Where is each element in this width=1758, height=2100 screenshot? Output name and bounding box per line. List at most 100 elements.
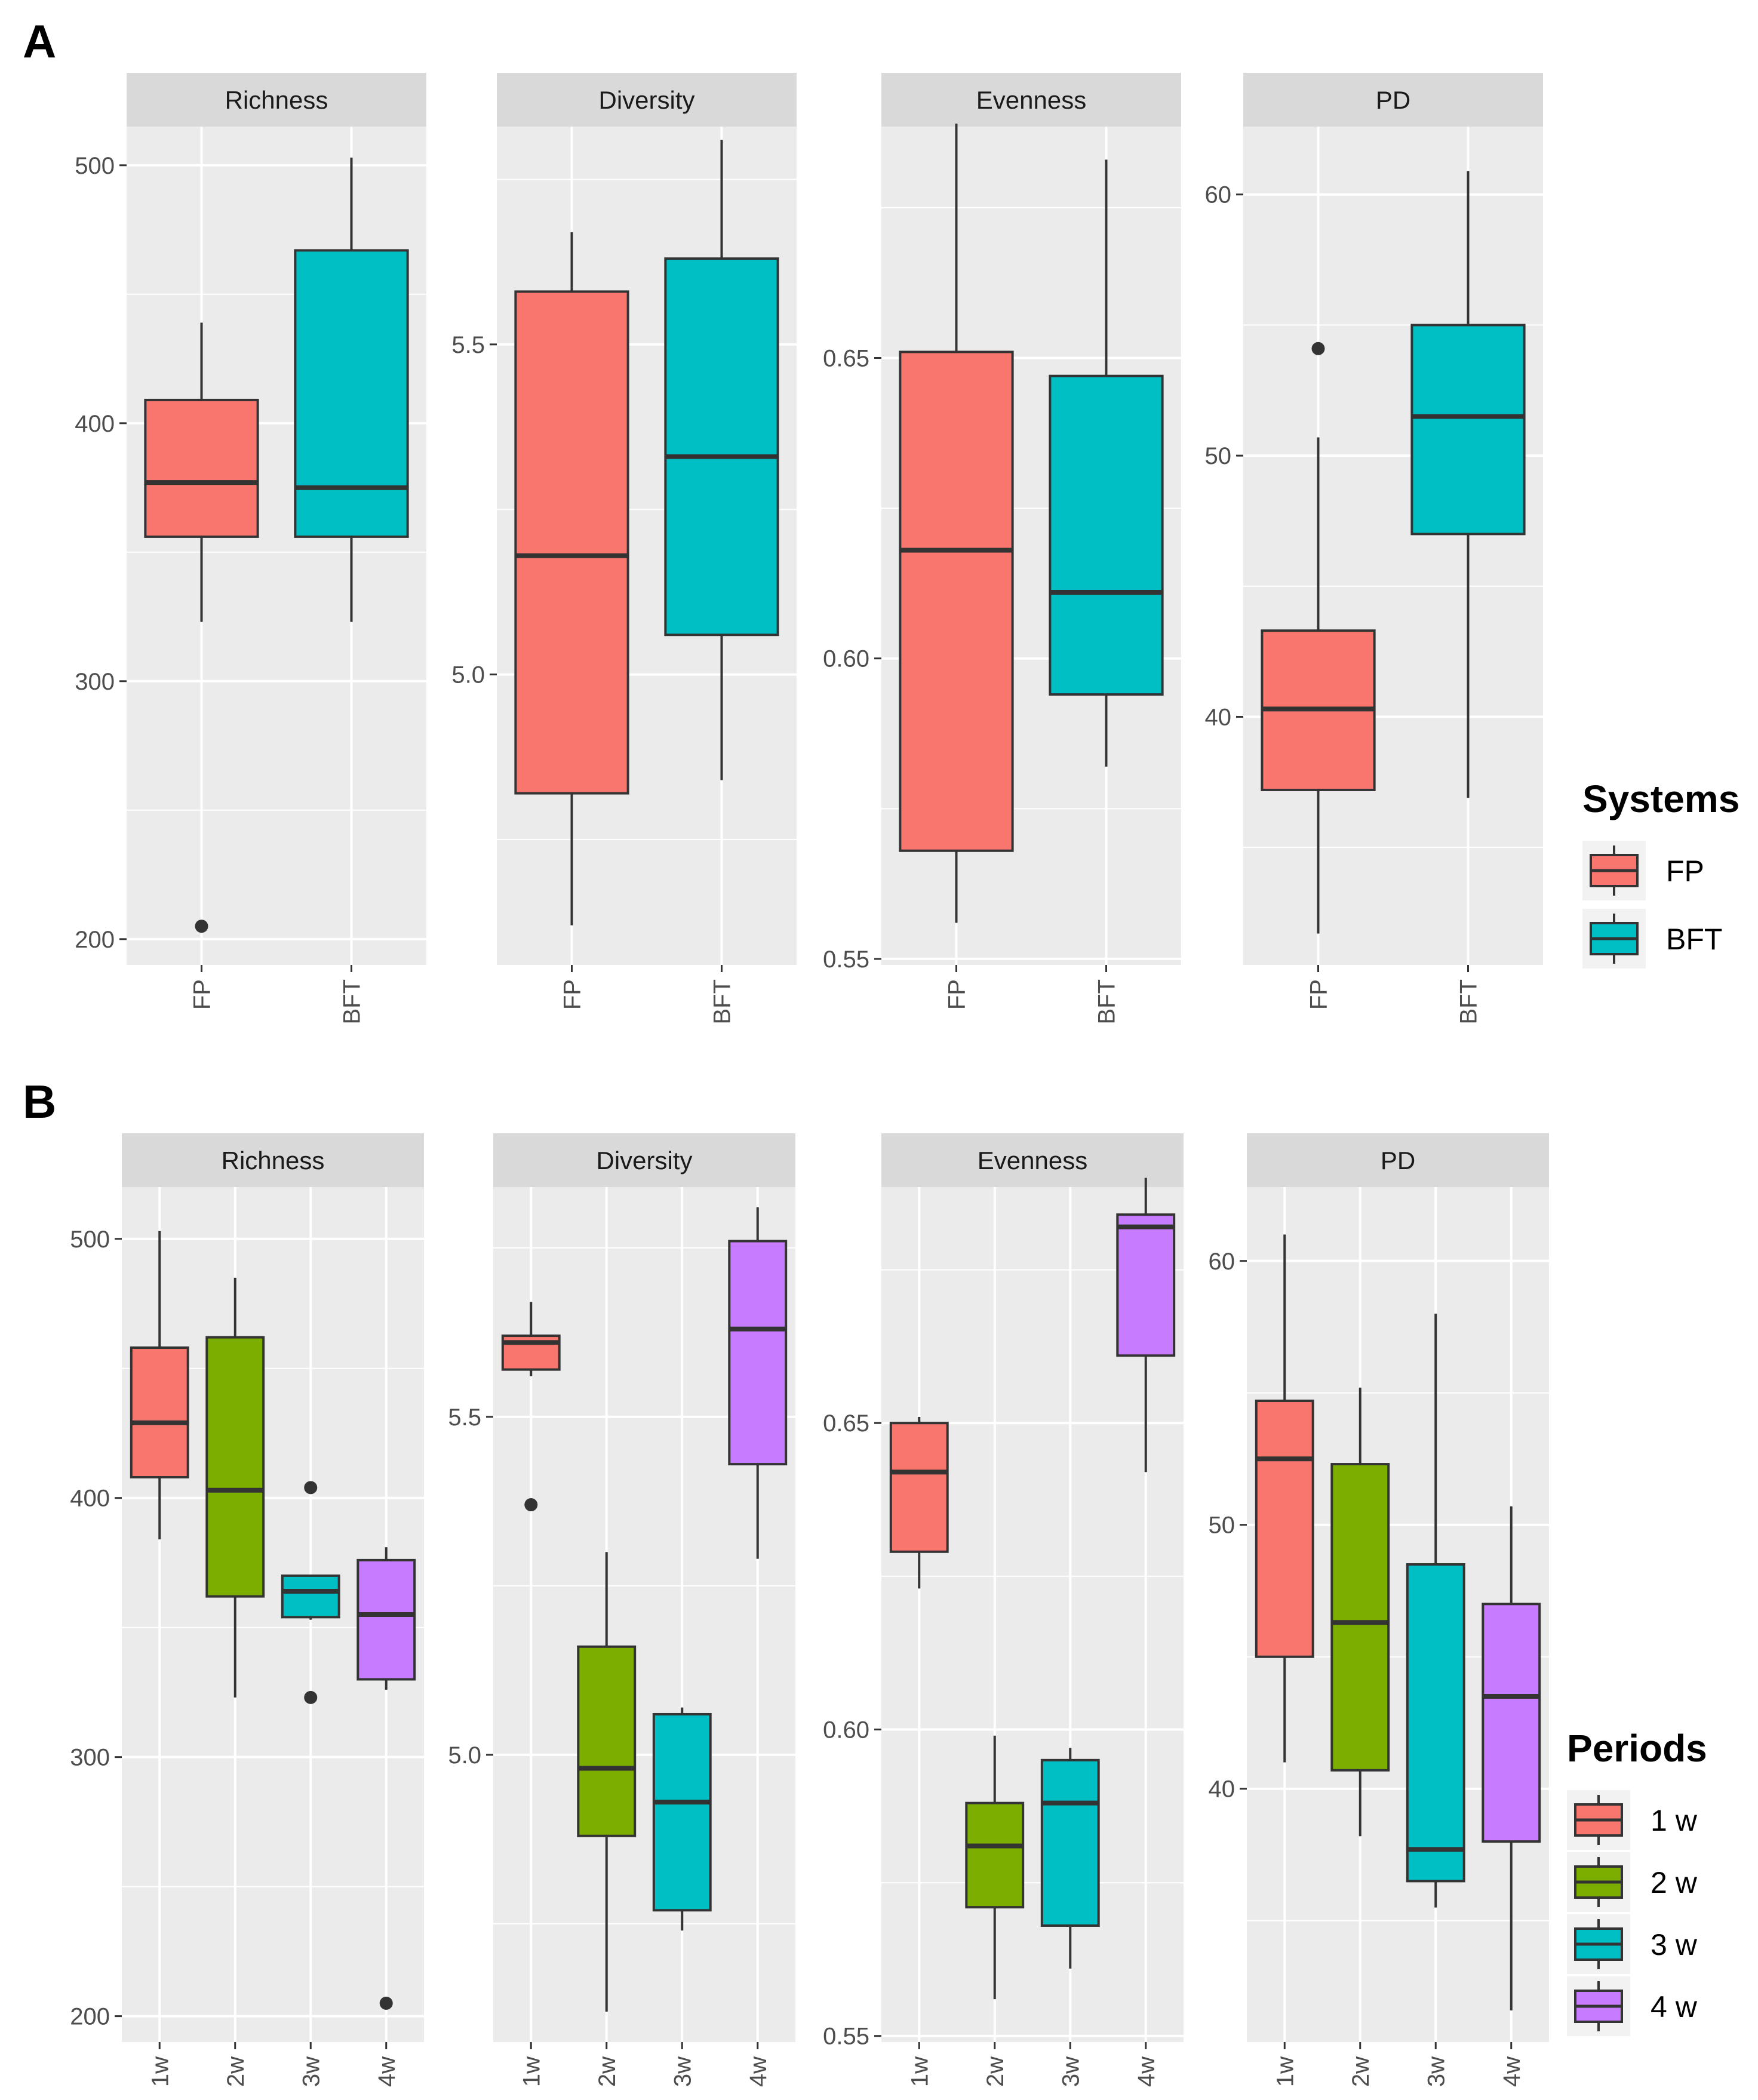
y-tick-label: 40 bbox=[1209, 1776, 1235, 1803]
y-tick-label: 50 bbox=[1205, 443, 1232, 469]
facet-title: Evenness bbox=[976, 86, 1086, 114]
x-tick-label: 3w bbox=[669, 2056, 696, 2087]
box-bft bbox=[294, 157, 409, 622]
facet-title: Evenness bbox=[978, 1146, 1087, 1174]
outlier-point bbox=[304, 1690, 318, 1704]
box-2w bbox=[1330, 1387, 1390, 1837]
facet-title: Richness bbox=[222, 1146, 325, 1174]
facet-title: Richness bbox=[225, 86, 328, 114]
facet-strip bbox=[497, 73, 797, 127]
facet-strip bbox=[881, 73, 1181, 127]
box-1w bbox=[1255, 1234, 1314, 1763]
legend-title: Periods bbox=[1567, 1727, 1707, 1770]
box-bft bbox=[1049, 159, 1164, 767]
x-tick-label: BFT bbox=[1456, 979, 1482, 1025]
y-tick-label: 200 bbox=[75, 927, 115, 953]
box-iqr bbox=[1330, 1463, 1390, 1772]
facet-title: PD bbox=[1376, 86, 1410, 114]
y-tick-label: 5.5 bbox=[448, 1404, 481, 1431]
legend-item: 4 w bbox=[1567, 1976, 1698, 2036]
y-tick-label: 5.0 bbox=[448, 1742, 481, 1769]
x-tick-label: BFT bbox=[709, 979, 736, 1025]
x-tick-label: 4w bbox=[1499, 2056, 1525, 2087]
facet-title: Diversity bbox=[598, 86, 694, 114]
box-iqr bbox=[514, 290, 629, 795]
box-bft bbox=[1410, 171, 1526, 798]
box-iqr bbox=[577, 1645, 637, 1837]
facet-strip bbox=[493, 1133, 795, 1187]
legend-label: 2 w bbox=[1651, 1866, 1698, 1899]
outlier-point bbox=[524, 1498, 538, 1512]
box-iqr bbox=[1255, 1400, 1314, 1658]
box-iqr bbox=[889, 1422, 949, 1553]
x-tick-label: 1w bbox=[1272, 2056, 1298, 2087]
x-tick-label: 3w bbox=[298, 2056, 324, 2087]
facet-b-diversity: Diversity 5.0 5.5 1w 2w 3w 4w bbox=[448, 1133, 795, 2087]
x-tick-label: FP bbox=[560, 979, 586, 1010]
facet-strip bbox=[122, 1133, 424, 1187]
box-iqr bbox=[281, 1574, 340, 1619]
plot-background bbox=[1243, 127, 1543, 965]
box-iqr bbox=[728, 1240, 788, 1466]
x-tick-label: BFT bbox=[339, 979, 365, 1025]
box-2w bbox=[965, 1735, 1025, 2000]
box-iqr bbox=[205, 1336, 265, 1598]
x-tick-label: 4w bbox=[745, 2056, 772, 2087]
legend-label: 3 w bbox=[1651, 1928, 1698, 1961]
legend-item: FP bbox=[1582, 841, 1704, 900]
box-1w bbox=[889, 1416, 949, 1589]
y-tick-label: 0.55 bbox=[823, 2024, 869, 2050]
y-tick-label: 300 bbox=[75, 669, 115, 695]
box-iqr bbox=[1040, 1758, 1100, 1927]
box-4w bbox=[728, 1207, 788, 1559]
box-fp bbox=[899, 123, 1014, 923]
legend-b: Periods 1 w 2 w 3 w 4 w bbox=[1567, 1727, 1707, 2036]
box-iqr bbox=[1410, 324, 1526, 536]
facet-a-diversity: Diversity 5.0 5.5 FP BFT bbox=[451, 73, 797, 1025]
y-tick-label: 60 bbox=[1209, 1249, 1235, 1275]
box-3w bbox=[1406, 1314, 1465, 1908]
y-tick-label: 60 bbox=[1205, 182, 1232, 208]
y-tick-label: 50 bbox=[1209, 1512, 1235, 1539]
y-tick-label: 5.0 bbox=[451, 662, 485, 688]
y-tick-label: 400 bbox=[70, 1486, 110, 1512]
outlier-point bbox=[379, 1996, 393, 2010]
outlier-point bbox=[1311, 342, 1325, 355]
x-tick-label: 4w bbox=[374, 2056, 400, 2087]
facet-strip bbox=[1243, 73, 1543, 127]
outlier-point bbox=[304, 1481, 318, 1495]
box-fp bbox=[144, 322, 259, 933]
legend-item: 2 w bbox=[1567, 1852, 1698, 1912]
x-tick-label: 2w bbox=[1348, 2056, 1374, 2087]
y-tick-label: 300 bbox=[70, 1745, 110, 1771]
x-tick-label: BFT bbox=[1094, 979, 1120, 1025]
facet-b-richness: Richness 200 300 400 500 1w 2w 3w 4w bbox=[70, 1133, 424, 2087]
facet-title: Diversity bbox=[596, 1146, 692, 1174]
box-2w bbox=[577, 1552, 637, 2012]
box-iqr bbox=[1406, 1563, 1465, 1883]
legend-a: Systems FP BFT bbox=[1582, 777, 1739, 968]
panel-letter-b: B bbox=[23, 1075, 56, 1128]
x-tick-label: 4w bbox=[1133, 2056, 1160, 2087]
facet-b-evenness: Evenness 0.55 0.60 0.65 1w 2w 3w 4w bbox=[823, 1133, 1184, 2087]
legend-label: FP bbox=[1666, 854, 1704, 888]
box-iqr bbox=[1482, 1603, 1541, 1843]
box-iqr bbox=[1116, 1213, 1176, 1357]
facet-strip bbox=[881, 1133, 1184, 1187]
legend-item: 3 w bbox=[1567, 1914, 1698, 1974]
y-tick-label: 0.65 bbox=[823, 345, 869, 371]
x-tick-label: 1w bbox=[147, 2056, 173, 2087]
y-tick-label: 0.60 bbox=[823, 1717, 869, 1743]
y-tick-label: 500 bbox=[75, 153, 115, 179]
legend-item: BFT bbox=[1582, 909, 1722, 968]
legend-label: 4 w bbox=[1651, 1990, 1698, 2024]
box-iqr bbox=[130, 1346, 189, 1479]
x-tick-label: 3w bbox=[1423, 2056, 1449, 2087]
y-tick-label: 0.60 bbox=[823, 646, 869, 672]
box-1w bbox=[130, 1231, 189, 1540]
x-tick-label: 2w bbox=[594, 2056, 620, 2087]
legend-label: 1 w bbox=[1651, 1804, 1698, 1837]
box-4w bbox=[1116, 1177, 1176, 1472]
x-tick-label: FP bbox=[944, 979, 970, 1010]
y-tick-label: 0.55 bbox=[823, 946, 869, 973]
